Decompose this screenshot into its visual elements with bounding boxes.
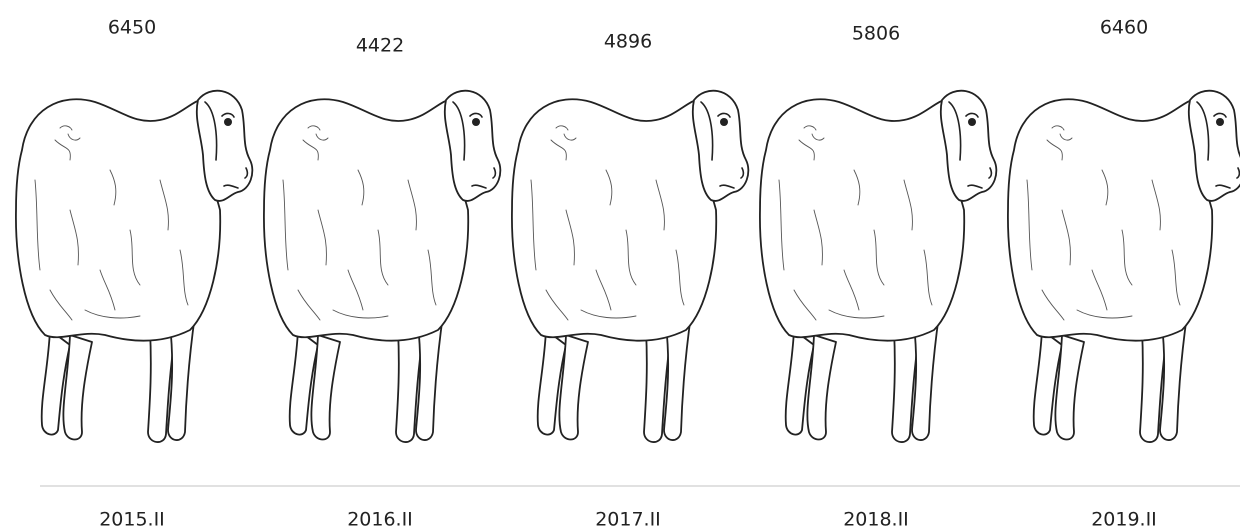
- sheep-icon: [264, 91, 500, 442]
- x-tick-label: 2016.II: [347, 509, 413, 531]
- chart: 6450 2015.II 4422 2016.II 4896 2017.II 5806 201…: [0, 0, 1240, 531]
- sheep-icon: [760, 91, 996, 442]
- sheep-icon: [512, 91, 748, 442]
- sheep-icon: [1008, 91, 1240, 442]
- x-tick-label: 2019.II: [1091, 509, 1157, 531]
- value-label: 5806: [852, 22, 900, 44]
- x-tick-label: 2018.II: [843, 509, 909, 531]
- x-tick-label: 2017.II: [595, 509, 661, 531]
- value-label: 6460: [1100, 17, 1148, 39]
- value-label: 4896: [604, 30, 652, 52]
- value-label: 4422: [356, 35, 404, 57]
- value-label: 6450: [108, 17, 156, 39]
- sheep-icon: [16, 91, 252, 442]
- x-tick-label: 2015.II: [99, 509, 165, 531]
